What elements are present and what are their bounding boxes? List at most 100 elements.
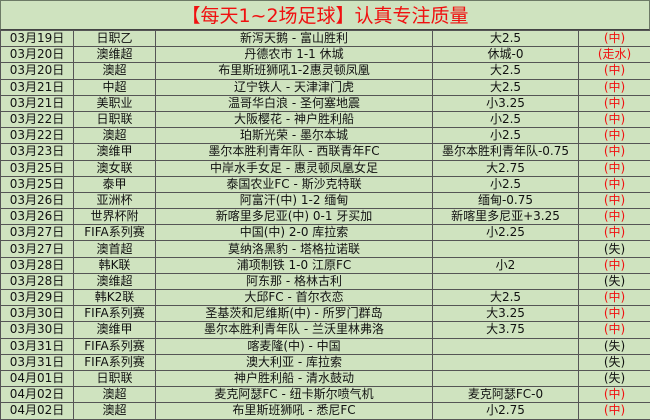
match-cell: 丹德农市 1-1 休城	[156, 47, 433, 63]
league-cell: FIFA系列赛	[74, 225, 156, 241]
table-row: 03月22日日职联大阪樱花 - 神户胜利船小2.5(中)	[1, 111, 650, 127]
table-row: 04月01日日职联神户胜利船 - 清水鼓动(失)	[1, 370, 650, 386]
result-cell: (中)	[579, 306, 650, 322]
result-cell: (中)	[579, 257, 650, 273]
league-cell: FIFA系列赛	[74, 338, 156, 354]
match-cell: 墨尔本胜利青年队 - 兰沃里林弗洛	[156, 322, 433, 338]
result-cell: (中)	[579, 403, 650, 419]
league-cell: FIFA系列赛	[74, 306, 156, 322]
result-cell: (失)	[579, 241, 650, 257]
match-cell: 中国(中) 2-0 库拉索	[156, 225, 433, 241]
match-cell: 大邱FC - 首尔衣恋	[156, 290, 433, 306]
result-cell: (中)	[579, 63, 650, 79]
result-cell: (中)	[579, 192, 650, 208]
league-cell: 韩K联	[74, 257, 156, 273]
result-cell: (失)	[579, 354, 650, 370]
league-cell: 澳超	[74, 403, 156, 419]
date-cell: 03月22日	[1, 111, 74, 127]
league-cell: 世界杯附	[74, 209, 156, 225]
result-cell: (中)	[579, 111, 650, 127]
tip-cell	[433, 338, 579, 354]
table-row: 03月26日世界杯附新喀里多尼亚(中) 0-1 牙买加新喀里多尼亚+3.25(中…	[1, 209, 650, 225]
match-cell: 布里斯班狮吼 - 悉尼FC	[156, 403, 433, 419]
tip-cell: 小2.5	[433, 176, 579, 192]
tip-cell	[433, 370, 579, 386]
league-cell: 韩K2联	[74, 290, 156, 306]
match-cell: 温哥华白浪 - 圣何塞地震	[156, 95, 433, 111]
table-row: 03月22日澳超珀斯光荣 - 墨尔本城小2.5(中)	[1, 128, 650, 144]
league-cell: 澳超	[74, 63, 156, 79]
result-cell: (中)	[579, 322, 650, 338]
date-cell: 03月28日	[1, 257, 74, 273]
result-cell: (中)	[579, 387, 650, 403]
match-cell: 辽宁铁人 - 天津津门虎	[156, 79, 433, 95]
table-row: 03月20日澳超布里斯班狮吼1-2惠灵顿凤凰大2.5(中)	[1, 63, 650, 79]
date-cell: 03月31日	[1, 354, 74, 370]
tip-cell: 大2.5	[433, 79, 579, 95]
table-row: 03月21日中超辽宁铁人 - 天津津门虎大2.5(中)	[1, 79, 650, 95]
league-cell: 日职乙	[74, 31, 156, 47]
date-cell: 03月21日	[1, 95, 74, 111]
match-cell: 莫纳洛黑豹 - 塔格拉诺联	[156, 241, 433, 257]
page-title: 【每天1~2场足球】认真专注质量	[0, 0, 650, 30]
date-cell: 03月22日	[1, 128, 74, 144]
date-cell: 03月25日	[1, 176, 74, 192]
result-cell: (中)	[579, 31, 650, 47]
result-cell: (失)	[579, 338, 650, 354]
tip-cell: 大3.25	[433, 306, 579, 322]
table-row: 03月28日澳维超阿东那 - 格林古利(失)	[1, 273, 650, 289]
result-cell: (失)	[579, 370, 650, 386]
table-row: 03月20日澳维超丹德农市 1-1 休城休城-0(走水)	[1, 47, 650, 63]
match-cell: 阿东那 - 格林古利	[156, 273, 433, 289]
tip-cell: 墨尔本胜利青年队-0.75	[433, 144, 579, 160]
tip-cell: 大2.5	[433, 290, 579, 306]
match-cell: 新泻天鹅 - 富山胜利	[156, 31, 433, 47]
tip-cell: 新喀里多尼亚+3.25	[433, 209, 579, 225]
tip-cell	[433, 273, 579, 289]
result-cell: (中)	[579, 95, 650, 111]
result-cell: (中)	[579, 128, 650, 144]
league-cell: FIFA系列赛	[74, 354, 156, 370]
date-cell: 03月23日	[1, 144, 74, 160]
league-cell: 澳维甲	[74, 144, 156, 160]
date-cell: 04月01日	[1, 370, 74, 386]
tip-cell	[433, 354, 579, 370]
date-cell: 03月20日	[1, 47, 74, 63]
tip-cell: 小2.25	[433, 225, 579, 241]
league-cell: 澳女联	[74, 160, 156, 176]
tip-cell: 大2.75	[433, 160, 579, 176]
date-cell: 03月20日	[1, 63, 74, 79]
match-cell: 墨尔本胜利青年队 - 西联青年FC	[156, 144, 433, 160]
result-cell: (走水)	[579, 47, 650, 63]
result-cell: (失)	[579, 273, 650, 289]
table-row: 03月29日韩K2联大邱FC - 首尔衣恋大2.5(中)	[1, 290, 650, 306]
table-row: 03月27日澳首超莫纳洛黑豹 - 塔格拉诺联(失)	[1, 241, 650, 257]
result-cell: (中)	[579, 176, 650, 192]
match-cell: 新喀里多尼亚(中) 0-1 牙买加	[156, 209, 433, 225]
date-cell: 03月28日	[1, 273, 74, 289]
date-cell: 03月25日	[1, 160, 74, 176]
league-cell: 日职联	[74, 370, 156, 386]
table-row: 04月02日澳超麦克阿瑟FC - 纽卡斯尔喷气机麦克阿瑟FC-0(中)	[1, 387, 650, 403]
league-cell: 泰甲	[74, 176, 156, 192]
date-cell: 03月29日	[1, 290, 74, 306]
date-cell: 03月26日	[1, 192, 74, 208]
table-row: 03月26日亚洲杯阿富汗(中) 1-2 缅甸缅甸-0.75(中)	[1, 192, 650, 208]
date-cell: 03月30日	[1, 322, 74, 338]
tip-cell: 大2.5	[433, 63, 579, 79]
date-cell: 03月21日	[1, 79, 74, 95]
tip-cell: 大2.5	[433, 31, 579, 47]
table-row: 03月30日澳维甲墨尔本胜利青年队 - 兰沃里林弗洛大3.75(中)	[1, 322, 650, 338]
league-cell: 美职业	[74, 95, 156, 111]
match-cell: 浦项制铁 1-0 江原FC	[156, 257, 433, 273]
tip-cell: 小2.5	[433, 111, 579, 127]
league-cell: 中超	[74, 79, 156, 95]
result-cell: (中)	[579, 144, 650, 160]
league-cell: 澳首超	[74, 241, 156, 257]
